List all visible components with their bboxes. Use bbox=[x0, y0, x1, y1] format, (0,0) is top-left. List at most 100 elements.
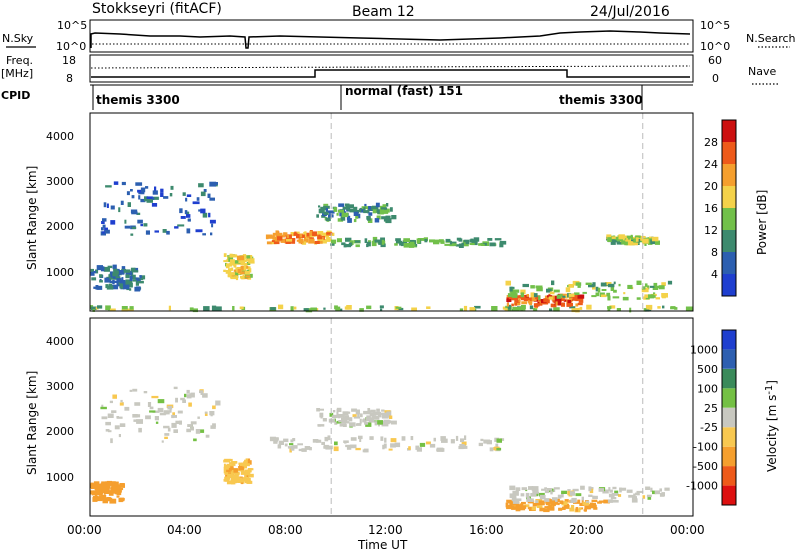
power-cell bbox=[146, 196, 153, 199]
power-cell bbox=[152, 190, 158, 195]
velocity-cell bbox=[559, 500, 564, 504]
velocity-cell bbox=[369, 412, 375, 417]
power-cell bbox=[299, 233, 303, 238]
power-cell bbox=[318, 234, 321, 237]
power-cell bbox=[95, 269, 99, 274]
power-cell bbox=[277, 236, 283, 241]
velocity-cell bbox=[348, 417, 353, 422]
power-cell bbox=[295, 231, 300, 234]
power-cell bbox=[162, 229, 167, 233]
noise-sky-trace bbox=[90, 30, 691, 49]
velocity-cell bbox=[415, 445, 419, 450]
power-cell bbox=[536, 287, 543, 292]
power-cell bbox=[125, 274, 130, 279]
power-cell bbox=[246, 266, 251, 269]
power-cell bbox=[151, 203, 158, 207]
velocity-cell bbox=[580, 485, 585, 490]
velocity-cell bbox=[387, 412, 391, 416]
power-cell bbox=[116, 278, 122, 283]
power-cell bbox=[433, 239, 440, 245]
power-cell bbox=[203, 189, 207, 193]
power-cell bbox=[196, 197, 200, 201]
velocity-cell bbox=[283, 438, 289, 443]
velocity-panel: 1000 2000 3000 4000 Slant Range [km] -10… bbox=[25, 317, 779, 517]
velocity-cell bbox=[321, 441, 325, 445]
power-cell bbox=[102, 218, 107, 222]
power-cell bbox=[625, 240, 631, 246]
freq-left-tick-high: 18 bbox=[62, 54, 76, 67]
power-cell bbox=[123, 284, 130, 290]
velocity-cell bbox=[229, 458, 233, 462]
velocity-cell bbox=[355, 409, 360, 415]
velocity-cell bbox=[204, 411, 208, 414]
velocity-cell bbox=[223, 478, 227, 482]
velocity-cell bbox=[110, 488, 115, 494]
velocity-ylabel: Slant Range [km] bbox=[25, 371, 39, 475]
power-cell bbox=[135, 270, 139, 273]
velocity-cell bbox=[188, 402, 192, 407]
velocity-cell bbox=[229, 466, 234, 470]
velocity-cell bbox=[132, 414, 138, 418]
power-colorbar-frame bbox=[721, 119, 737, 297]
noise-right-tick-low: 10^0 bbox=[700, 40, 730, 53]
velocity-cell bbox=[171, 415, 177, 418]
velocity-cell bbox=[364, 421, 369, 425]
velocity-cell bbox=[167, 405, 173, 410]
power-cell bbox=[474, 305, 481, 309]
velocity-cell bbox=[269, 436, 276, 442]
power-cell bbox=[202, 212, 208, 218]
power-cell bbox=[624, 241, 628, 246]
power-colorbar-swatch bbox=[722, 208, 736, 230]
velocity-cell bbox=[478, 442, 483, 447]
power-cell bbox=[608, 237, 613, 240]
frequency-panel: Freq. [MHz] 18 8 60 0 Nave bbox=[1, 54, 778, 85]
power-cell bbox=[115, 276, 121, 280]
power-cell bbox=[629, 307, 632, 313]
velocity-cell bbox=[525, 492, 530, 498]
velocity-cell bbox=[544, 487, 547, 490]
power-cell bbox=[395, 306, 402, 309]
power-colorbar-tick: 16 bbox=[704, 202, 718, 215]
power-cell bbox=[558, 298, 565, 301]
freq-left-tick-low: 8 bbox=[66, 72, 73, 85]
power-cell bbox=[323, 205, 330, 209]
velocity-cell bbox=[550, 499, 555, 502]
power-cell bbox=[211, 223, 214, 228]
power-cell bbox=[549, 308, 553, 311]
velocity-cell bbox=[97, 488, 102, 493]
freq-panel-frame bbox=[89, 54, 694, 83]
power-cell bbox=[355, 244, 360, 248]
velocity-cell bbox=[345, 421, 350, 424]
velocity-cell bbox=[362, 419, 365, 423]
velocity-cell bbox=[186, 389, 190, 394]
velocity-cell bbox=[532, 489, 539, 494]
power-cell bbox=[623, 237, 627, 243]
power-cell bbox=[416, 238, 421, 244]
noise-panel-frame bbox=[89, 19, 694, 53]
power-cell bbox=[618, 283, 621, 287]
power-cell bbox=[109, 280, 117, 283]
power-colorbar-tick: 24 bbox=[704, 158, 718, 171]
power-cell bbox=[512, 307, 520, 312]
power-cell bbox=[610, 286, 615, 291]
power-cell bbox=[185, 197, 188, 202]
power-cell bbox=[140, 198, 146, 203]
velocity-cell bbox=[365, 422, 372, 427]
velocity-cell bbox=[210, 425, 216, 429]
velocity-cell bbox=[388, 448, 393, 451]
velocity-cell bbox=[246, 480, 253, 484]
velocity-cell bbox=[117, 484, 125, 487]
power-cell bbox=[578, 298, 584, 303]
velocity-cell bbox=[108, 498, 111, 502]
velocity-cell bbox=[408, 446, 411, 450]
power-cell bbox=[575, 303, 579, 307]
power-panel-frame bbox=[89, 112, 694, 312]
power-cell bbox=[310, 307, 317, 311]
power-colorbar-swatch bbox=[722, 252, 736, 274]
power-cell bbox=[607, 295, 611, 301]
velocity-cell bbox=[607, 499, 613, 503]
power-cell bbox=[209, 197, 215, 201]
cpid-segment-3: themis 3300 bbox=[559, 93, 643, 107]
power-cell bbox=[126, 191, 130, 196]
velocity-cell bbox=[532, 502, 540, 507]
